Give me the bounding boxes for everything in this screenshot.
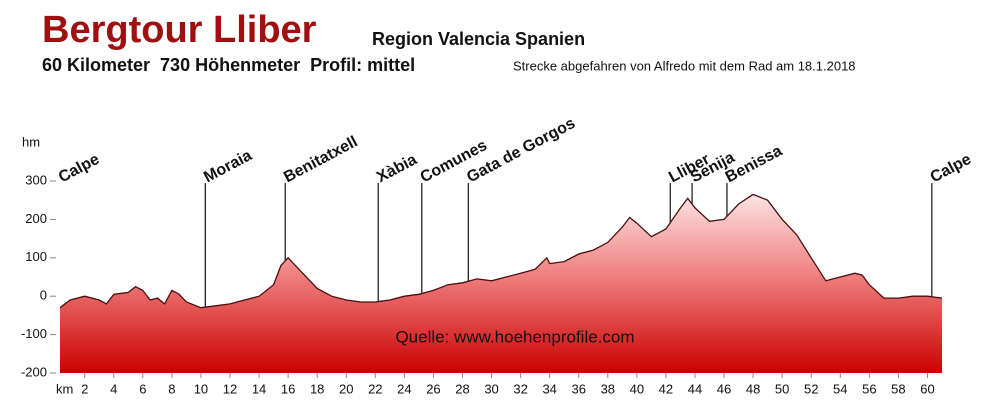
waypoint-label: Xàbia [374,151,420,186]
x-tick-label: 38 [601,381,615,396]
x-tick-label: 34 [542,381,556,396]
x-tick-label: 10 [194,381,208,396]
area-fill [60,194,942,373]
x-tick-label: 22 [368,381,382,396]
note: Strecke abgefahren von Alfredo mit dem R… [513,58,856,73]
y-tick-label: -200 [21,364,47,379]
x-tick-label: 58 [891,381,905,396]
x-tick-label: 54 [833,381,847,396]
x-tick-label: 16 [281,381,295,396]
x-tick-label: 42 [659,381,673,396]
x-axis-label: km [56,381,73,396]
x-tick-label: 14 [252,381,266,396]
y-tick-label: 300 [25,172,47,187]
x-tick-label: 26 [426,381,440,396]
x-tick-label: 6 [139,381,146,396]
waypoint-label: Benitatxell [281,133,360,186]
y-tick-label: -100 [21,326,47,341]
source: Quelle: www.hoehenprofile.com [395,327,634,346]
x-tick-label: 48 [746,381,760,396]
waypoint-label: Calpe [928,151,975,187]
x-tick-label: 24 [397,381,411,396]
waypoint-label: Calpe [56,151,103,187]
waypoint-label: Moraia [201,147,255,186]
x-tick-label: 4 [110,381,117,396]
profile-line [59,193,943,309]
x-tick-label: 32 [513,381,527,396]
x-tick-label: 20 [339,381,353,396]
x-tick-label: 36 [572,381,586,396]
x-tick-label: 8 [168,381,175,396]
x-tick-label: 56 [862,381,876,396]
y-tick-label: 200 [25,211,47,226]
x-tick-label: 50 [775,381,789,396]
x-tick-label: 60 [920,381,934,396]
x-tick-label: 40 [630,381,644,396]
y-tick-label: 0 [40,288,47,303]
chart-title: Bergtour Lliber [42,9,317,51]
y-axis-label: hm [22,134,40,149]
x-tick-label: 44 [688,381,702,396]
x-tick-label: 28 [455,381,469,396]
x-tick-label: 30 [484,381,498,396]
x-tick-label: 12 [223,381,237,396]
summary: 60 Kilometer 730 Höhenmeter Profil: mitt… [42,55,415,75]
subtitle: Region Valencia Spanien [372,29,585,49]
x-tick-label: 18 [310,381,324,396]
x-tick-label: 2 [81,381,88,396]
y-tick-label: 100 [25,249,47,264]
x-tick-label: 52 [804,381,818,396]
x-tick-label: 46 [717,381,731,396]
